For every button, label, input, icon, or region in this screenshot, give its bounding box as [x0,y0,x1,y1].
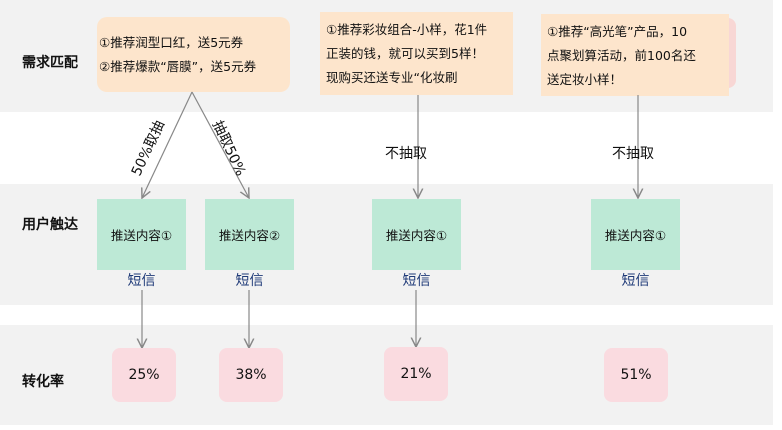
push-box-3: 推送内容① [372,199,461,270]
note-line: 点聚划算活动，前100名还 [547,48,696,63]
split-label-none-2: 不抽取 [612,146,654,162]
channel-label-2: 短信 [235,273,264,289]
channel-label-4: 短信 [621,273,650,289]
rate-box-4: 51% [604,348,668,402]
note-line: 正装的钱，就可以买到5样！ [326,46,484,61]
arrow-left [142,91,193,198]
note-line: 送定妆小样！ [547,72,623,87]
note-line: ①推荐“高光笔”产品，10 [547,24,688,39]
note-line: ①推荐润型口红，送5元券 [99,35,244,50]
push-box-4: 推送内容① [591,199,680,270]
arrow-right [191,91,249,198]
row-label-conversion: 转化率 [22,374,64,390]
row-label-reach: 用户触达 [22,217,78,233]
demand-note-1: ①推荐润型口红，送5元券 ②推荐爆款“唇膜”，送5元券 [97,17,290,92]
row-label-demand: 需求匹配 [22,55,78,71]
push-box-1: 推送内容① [97,199,186,270]
rate-box-1: 25% [112,348,176,402]
split-label-none-1: 不抽取 [385,146,427,162]
push-box-2: 推送内容② [205,199,294,270]
note-line: ①推荐彩妆组合-小样，花1件 [326,22,488,37]
note-line: ②推荐爆款“唇膜”，送5元券 [99,59,257,74]
demand-note-3: ①推荐“高光笔”产品，10 点聚划算活动，前100名还 送定妆小样！ [541,14,729,96]
rate-box-3: 21% [384,347,448,401]
channel-label-3: 短信 [402,273,431,289]
channel-label-1: 短信 [127,273,156,289]
note-line: 现购买还送专业“化妆刷 [326,70,458,85]
demand-note-2: ①推荐彩妆组合-小样，花1件 正装的钱，就可以买到5样！ 现购买还送专业“化妆刷 [320,12,513,95]
rate-box-2: 38% [219,348,283,402]
